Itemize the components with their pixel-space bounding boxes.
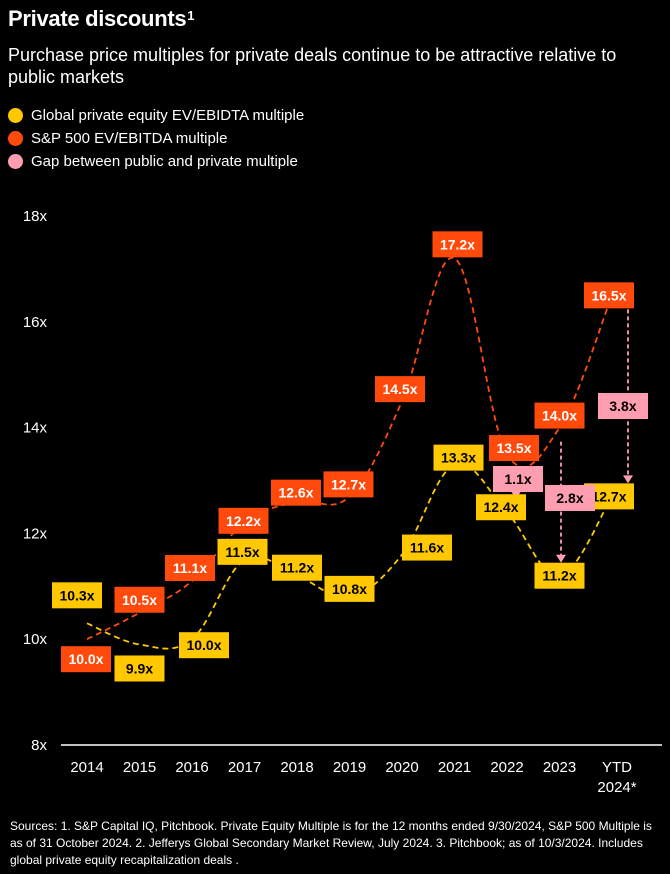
- sp500-data-label-box: [218, 507, 269, 534]
- x-tick-label: 2023: [543, 759, 576, 776]
- private-equity-data-label: 11.2x: [280, 560, 314, 576]
- private-equity-data-label: 11.5x: [225, 544, 259, 560]
- legend: Global private equity EV/EBIDTA multiple…: [8, 104, 304, 173]
- private-equity-data-label: 10.8x: [332, 581, 367, 597]
- sp500-data-label-box: [584, 282, 634, 309]
- legend-label-private-equity: Global private equity EV/EBIDTA multiple: [31, 107, 305, 124]
- x-tick-label: 2024*: [597, 779, 636, 796]
- private-equity-data-label-box: [52, 582, 102, 609]
- private-equity-data-label: 10.3x: [59, 587, 94, 603]
- x-tick-label: 2021: [438, 759, 471, 776]
- x-tick-label: 2020: [385, 759, 418, 776]
- sp500-data-label: 17.2x: [440, 236, 475, 252]
- y-tick-label: 10x: [23, 631, 48, 648]
- y-tick-label: 18x: [23, 208, 48, 225]
- legend-item-sp500: S&P 500 EV/EBITDA multiple: [8, 127, 304, 150]
- sp500-data-label-box: [432, 231, 483, 258]
- sp500-data-label: 14.0x: [542, 408, 577, 424]
- legend-swatch-sp500: [8, 131, 23, 146]
- private-equity-data-label: 12.7x: [591, 488, 626, 504]
- private-equity-data-label-box: [324, 575, 375, 602]
- gap-data-label: 2.8x: [556, 490, 583, 506]
- legend-item-private-equity: Global private equity EV/EBIDTA multiple: [8, 104, 304, 127]
- private-equity-data-label-box: [433, 444, 484, 471]
- gap-data-label-box: [545, 485, 595, 511]
- x-tick-label: 2022: [490, 759, 523, 776]
- private-equity-data-label: 13.3x: [441, 450, 476, 466]
- sp500-data-label-box: [61, 646, 111, 673]
- sp500-data-label-box: [489, 435, 539, 462]
- x-tick-label: 2014: [70, 759, 103, 776]
- sp500-data-label: 12.6x: [278, 485, 313, 501]
- legend-swatch-private-equity: [8, 108, 23, 123]
- private-equity-data-label-box: [402, 534, 452, 561]
- legend-label-sp500: S&P 500 EV/EBITDA multiple: [31, 130, 228, 147]
- title-footnote-marker: 1: [187, 8, 195, 23]
- private-equity-data-label-box: [179, 632, 229, 659]
- gap-arrow-head: [623, 475, 633, 484]
- x-tick-label: YTD: [602, 759, 632, 776]
- sp500-data-label-box: [323, 471, 374, 498]
- sp500-data-label: 10.0x: [68, 651, 103, 667]
- x-tick-label: 2017: [228, 759, 261, 776]
- sp500-data-label: 16.5x: [591, 287, 626, 303]
- private-equity-data-label: 11.2x: [542, 568, 576, 584]
- gap-data-label: 3.8x: [609, 398, 636, 414]
- chart-subtitle: Purchase price multiples for private dea…: [8, 45, 617, 87]
- sp500-data-label: 12.7x: [331, 476, 366, 492]
- sp500-data-label: 11.1x: [173, 560, 207, 576]
- x-tick-label: 2015: [123, 759, 156, 776]
- private-equity-data-label: 9.9x: [126, 660, 153, 676]
- y-tick-label: 16x: [23, 314, 48, 331]
- gap-data-label-box: [493, 466, 543, 492]
- sp500-data-label-box: [165, 555, 215, 582]
- private-equity-data-label-box: [272, 554, 322, 581]
- x-tick-label: 2016: [175, 759, 208, 776]
- sp500-data-label: 13.5x: [496, 440, 531, 456]
- gap-arrow-head: [556, 554, 566, 563]
- sp500-data-label-box: [375, 376, 425, 403]
- chart-title: Private discounts1: [8, 6, 195, 31]
- sp500-data-label: 14.5x: [382, 381, 417, 397]
- gap-data-label-box: [598, 393, 648, 419]
- sp500-data-label-box: [114, 586, 165, 613]
- private-equity-data-label: 10.0x: [186, 637, 221, 653]
- private-equity-data-label-box: [114, 655, 165, 682]
- private-equity-data-label-box: [476, 494, 526, 521]
- private-equity-data-label-box: [217, 538, 268, 565]
- y-tick-label: 14x: [23, 420, 48, 437]
- gap-data-label: 1.1x: [504, 471, 531, 487]
- sp500-data-label-box: [271, 479, 321, 506]
- private-equity-data-label: 11.6x: [410, 540, 444, 556]
- sp500-data-label-box: [534, 402, 585, 429]
- y-tick-label: 12x: [23, 525, 48, 542]
- private-equity-data-label: 12.4x: [483, 499, 518, 515]
- footnote-sources: Sources: 1. S&P Capital IQ, Pitchbook. P…: [10, 819, 652, 867]
- y-tick-label: 8x: [31, 737, 47, 754]
- x-tick-label: 2018: [280, 759, 313, 776]
- legend-label-gap: Gap between public and private multiple: [31, 153, 298, 170]
- legend-swatch-gap: [8, 154, 23, 169]
- x-tick-label: 2019: [333, 759, 366, 776]
- line-chart: 8x 10x 12x 14x 16x 18x 2014 2015 2016 2017 2018 201…: [23, 208, 662, 796]
- private-equity-data-label-box: [534, 562, 585, 589]
- sp500-data-label: 10.5x: [122, 592, 157, 608]
- legend-item-gap: Gap between public and private multiple: [8, 150, 304, 173]
- sp500-data-label: 12.2x: [226, 513, 261, 529]
